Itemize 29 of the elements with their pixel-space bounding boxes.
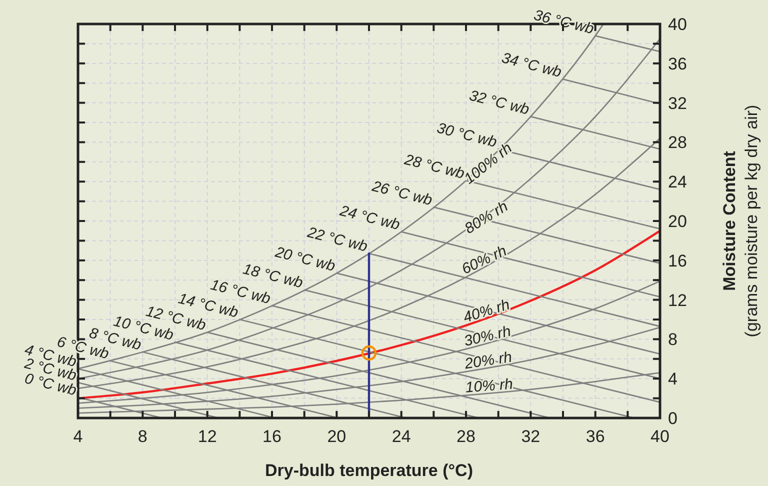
x-tick-label: 28 [456,427,476,446]
y-tick-label: 0 [668,409,678,428]
x-tick-label: 24 [392,427,411,446]
x-tick-label: 16 [262,427,282,446]
y-tick-label: 24 [668,172,687,192]
x-tick-label: 20 [327,427,346,446]
series-label: 10% rh [464,376,514,396]
x-tick-label: 8 [138,427,148,446]
y-tick-label: 32 [668,94,687,113]
y-tick-label: 16 [668,251,687,270]
y-tick-label: 28 [668,133,687,152]
x-tick-label: 36 [586,427,605,446]
y-tick-label: 40 [668,15,687,34]
y-tick-label: 12 [668,290,687,310]
text: 32 °C wb [468,87,531,118]
x-tick-label: 32 [521,427,540,446]
text: 20% rh [462,348,514,373]
y-axis-title: Moisture Content (grams moisture per kg dry air) [720,104,761,338]
text: 60% rh [459,242,510,278]
y-tick-label: 36 [668,54,687,74]
x-tick-label: 4 [73,427,83,446]
y-tick-label: 20 [668,212,687,231]
x-tick-label: 12 [198,427,217,446]
x-axis-title: Dry-bulb temperature (°C) [265,461,473,480]
text: 30 °C wb [435,120,498,151]
y-tick-label: 4 [668,370,678,389]
y-tick-label: 8 [668,330,678,350]
text: 34 °C wb [500,50,564,82]
text: 80% rh [462,198,512,238]
